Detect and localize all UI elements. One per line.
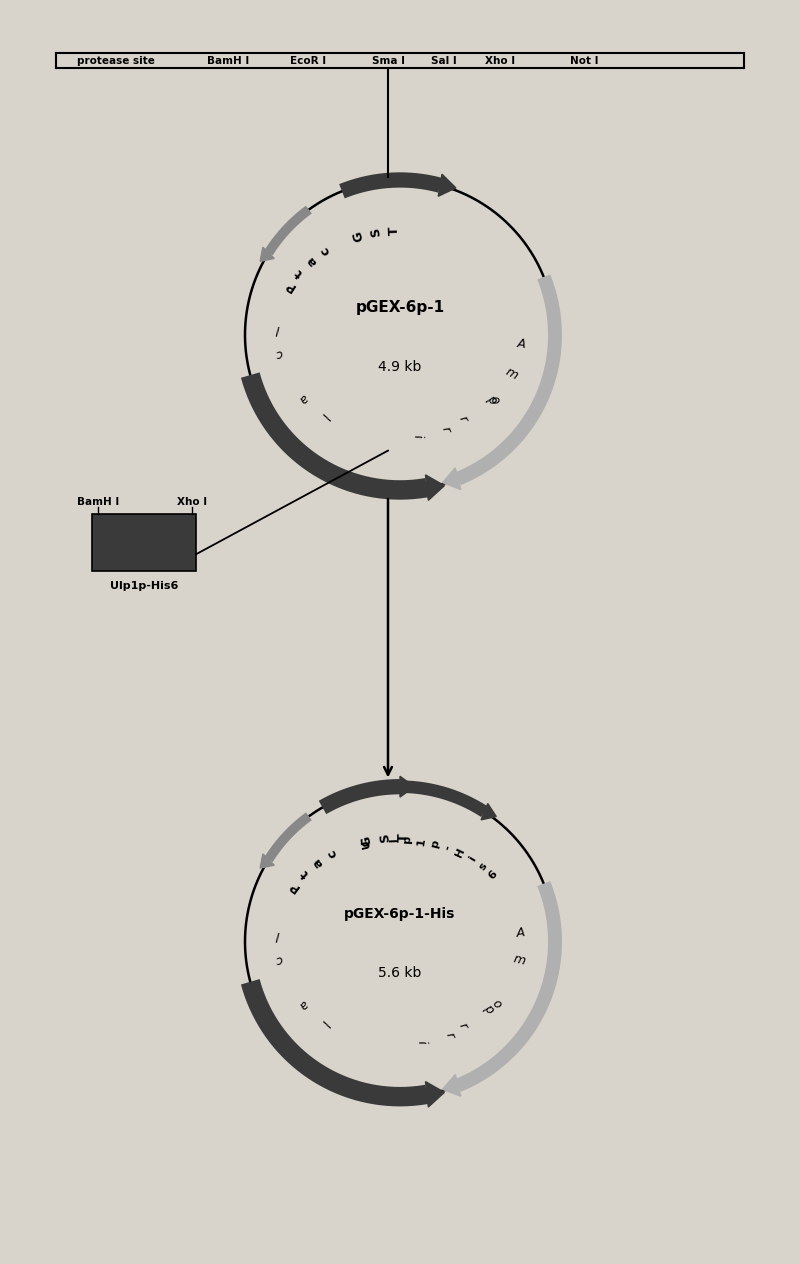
Text: A: A (516, 336, 526, 350)
Text: c: c (318, 244, 334, 258)
Text: p: p (402, 836, 413, 844)
Text: a: a (296, 391, 310, 404)
Text: S: S (369, 228, 383, 238)
Polygon shape (260, 854, 274, 868)
Text: 6: 6 (486, 868, 499, 881)
Text: i: i (414, 1039, 428, 1045)
Text: Xho I: Xho I (485, 56, 515, 66)
Text: p: p (482, 1001, 496, 1016)
Text: S: S (378, 833, 392, 843)
Text: pGEX-6p-1: pGEX-6p-1 (355, 300, 445, 315)
Text: Xho I: Xho I (177, 497, 207, 507)
Text: l: l (318, 411, 330, 420)
Polygon shape (481, 804, 496, 820)
Text: t: t (294, 265, 306, 279)
Text: r: r (443, 1030, 457, 1039)
Text: r: r (455, 1020, 470, 1031)
Text: a: a (296, 997, 310, 1011)
Text: m: m (512, 953, 526, 968)
Text: p: p (429, 839, 441, 849)
Polygon shape (438, 174, 456, 196)
Text: c: c (274, 952, 283, 967)
Polygon shape (442, 468, 461, 489)
Text: i: i (467, 854, 478, 863)
Text: BamH I: BamH I (78, 497, 119, 507)
Text: 1: 1 (416, 837, 427, 846)
Text: r: r (439, 425, 453, 434)
Text: T: T (397, 833, 410, 842)
Text: t: t (298, 867, 312, 881)
Text: T: T (388, 226, 402, 235)
Text: s: s (477, 861, 489, 872)
Text: a: a (304, 254, 320, 268)
Text: l: l (318, 1018, 330, 1026)
Text: l: l (389, 838, 398, 842)
Text: A: A (516, 927, 526, 940)
Text: Ulp1p-His6: Ulp1p-His6 (110, 581, 178, 592)
Text: l: l (275, 321, 279, 335)
Text: r: r (455, 413, 470, 425)
Text: Sal I: Sal I (431, 56, 457, 66)
Text: EcoR I: EcoR I (290, 56, 326, 66)
Text: c: c (274, 345, 283, 360)
Text: pGEX-6p-1-His: pGEX-6p-1-His (344, 906, 456, 921)
Text: Not I: Not I (570, 56, 598, 66)
Text: c: c (326, 847, 341, 860)
Text: 5.6 kb: 5.6 kb (378, 966, 422, 981)
Text: P: P (282, 278, 298, 293)
Polygon shape (442, 1074, 461, 1096)
Text: o: o (487, 393, 502, 408)
Polygon shape (400, 776, 414, 798)
Text: H: H (454, 847, 467, 860)
Text: l: l (275, 928, 279, 942)
Text: P: P (286, 878, 302, 894)
Text: p: p (484, 392, 499, 407)
Polygon shape (260, 248, 274, 262)
Bar (92, 514, 196, 571)
Text: a: a (310, 856, 326, 870)
Text: G: G (350, 230, 366, 243)
Polygon shape (426, 1082, 445, 1107)
Polygon shape (426, 475, 445, 501)
Text: i: i (410, 434, 424, 439)
Text: BamH I: BamH I (207, 56, 249, 66)
Text: U: U (360, 838, 372, 849)
Text: Sma I: Sma I (371, 56, 405, 66)
Text: 4.9 kb: 4.9 kb (378, 359, 422, 374)
Text: o: o (490, 997, 504, 1011)
Text: G: G (359, 834, 374, 847)
Text: m: m (503, 365, 520, 382)
Text: -: - (442, 844, 454, 852)
Text: protease site: protease site (77, 56, 155, 66)
